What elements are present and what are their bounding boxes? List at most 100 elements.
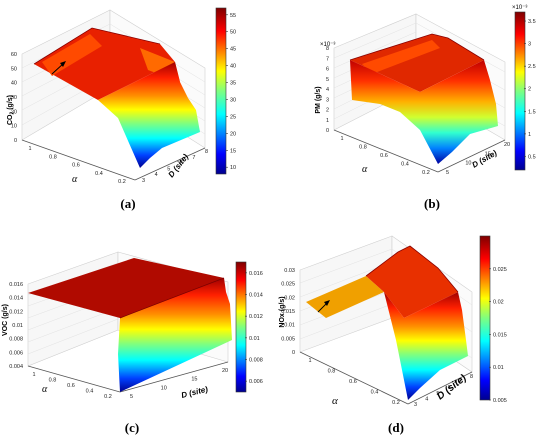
panel-b-colorbar-tick: 3.5 — [528, 19, 536, 25]
panel-a-z-label: CO2 (g/s) — [7, 95, 16, 125]
panel-a-alpha-label: α — [72, 174, 78, 185]
panel-d-d-tick: 8 — [470, 374, 473, 380]
panel-c-alpha-tick: 0.2 — [104, 394, 112, 400]
panel-a-z-tick: 10 — [11, 124, 17, 130]
panel-b-caption: (b) — [424, 196, 440, 211]
panel-b-alpha-tick: 1 — [340, 136, 343, 142]
panel-c-colorbar-tick: 0.01 — [249, 336, 260, 342]
panel-c-caption: (c) — [125, 420, 139, 435]
panel-c-z-tick: 0.012 — [9, 309, 23, 315]
panel-d-z-tick: 0.025 — [281, 282, 295, 288]
panel-c-surface-cliff — [118, 278, 232, 392]
panel-d-alpha-label: α — [332, 395, 338, 407]
panel-a-caption: (a) — [120, 196, 135, 211]
panel-d-d-label: D (site) — [435, 372, 469, 402]
panel-d-colorbar-tick: 0.01 — [493, 365, 504, 371]
panel-d-colorbar — [479, 235, 491, 401]
panel-d-d-tick: 6 — [448, 385, 451, 391]
panel-d-colorbar-tick: 0.015 — [493, 332, 507, 338]
panel-b-z-label: PM (g/s) — [315, 86, 322, 113]
panel-d-alpha-tick: 0.2 — [392, 400, 400, 406]
panel-b-d-axis — [437, 139, 506, 173]
panel-a-colorbar — [215, 7, 227, 175]
panel-b-colorbar-tick: 2.5 — [528, 64, 536, 70]
panel-c-d-tick: 10 — [161, 385, 167, 391]
panel-a-surface-plateau — [42, 34, 102, 76]
panel-a-colorbar-tick: 20 — [230, 131, 236, 137]
panel-a-d-tick: 5 — [167, 166, 170, 172]
panel-c-z-label: VOC (g/s) — [2, 304, 9, 336]
panel-d-d-tick: 3 — [414, 402, 417, 408]
panel-b-z-exponent: ×10⁻³ — [320, 42, 335, 48]
panel-b-colorbar-exponent: ×10⁻³ — [512, 5, 527, 11]
panel-a-alpha-axis — [21, 139, 136, 181]
panel-b-surface-cliff — [350, 60, 498, 164]
panel-d-z-tick: 0.03 — [284, 268, 295, 274]
panel-d-surface-top — [366, 246, 458, 318]
panel-b-d-tick: 20 — [504, 142, 510, 148]
panel-d-z-tick: 0.015 — [281, 309, 295, 315]
panel-c-d-label: D (site) — [180, 385, 209, 400]
panel-a-surface-top — [34, 28, 175, 100]
panel-b-z-tick: 2 — [326, 108, 329, 114]
panel-c-z-tick: 0.014 — [9, 296, 23, 302]
panel-c-colorbar-tick: 0.006 — [249, 379, 263, 385]
panel-a-alpha-tick: 0.6 — [72, 163, 80, 169]
panel-b-d-tick: 15 — [485, 151, 491, 157]
panel-a-d-tick: 7 — [192, 155, 195, 161]
panel-d-z-tick: 0 — [292, 350, 295, 356]
panel-b-colorbar-tick: 1.5 — [528, 109, 536, 115]
panel-a-alpha-tick: 1 — [28, 146, 31, 152]
panel-a-z-tick: 0 — [14, 138, 17, 144]
panel-b-z-tick: 5 — [326, 77, 329, 83]
panel-b-alpha-tick: 0.2 — [422, 170, 430, 176]
panel-b-alpha-tick: 0.4 — [401, 162, 409, 168]
panel-a-d-tick: 4 — [155, 172, 158, 178]
panel-a-d-tick: 8 — [205, 149, 208, 155]
panel-a-alpha-tick: 0.4 — [95, 171, 103, 177]
panel-c-alpha-label: α — [42, 384, 48, 395]
panel-a-colorbar-tick: 35 — [230, 81, 236, 87]
panel-b-colorbar-tick: 1 — [528, 132, 531, 138]
panel-c: 0.004 0.006 0.008 0.01 0.012 0.014 0.016 1 0.8 0.… — [2, 251, 263, 435]
panel-d-colorbar-tick: 0.005 — [493, 398, 507, 404]
panel-b-colorbar-tick: 3 — [528, 42, 531, 48]
panel-c-alpha-tick: 0.4 — [86, 389, 94, 395]
panel-d-d-axis — [407, 371, 473, 405]
panel-d-d-tick: 4 — [425, 396, 428, 402]
panel-a-d-axis — [134, 147, 206, 181]
panel-c-d-axis — [119, 361, 229, 393]
panel-a-colorbar-tick: 15 — [230, 148, 236, 154]
panel-c-d-tick: 20 — [222, 368, 228, 374]
panel-d-alpha-tick: 1 — [308, 358, 311, 364]
panel-a-z-tick: 20 — [11, 109, 17, 115]
panel-d-alpha-axis — [299, 351, 409, 405]
panel-b-colorbar — [514, 11, 526, 171]
panel-a-colorbar-tick: 10 — [230, 165, 236, 171]
panel-c-z-tick: 0.004 — [9, 364, 23, 370]
panel-c-colorbar-tick: 0.014 — [249, 293, 263, 299]
panel-b-z-tick: 4 — [326, 87, 329, 93]
panel-c-colorbar-tick: 0.012 — [249, 314, 263, 320]
panel-d-alpha-tick: 0.8 — [328, 369, 336, 375]
panel-a-alpha-tick: 0.8 — [49, 154, 57, 160]
panel-b-z-tick: 1 — [326, 118, 329, 124]
panel-c-z-tick: 0.016 — [9, 282, 23, 288]
panel-d-z-tick: 0.005 — [281, 336, 295, 342]
panel-b: 0 1 2 3 4 5 6 7 8 1 0.8 0.6 0.4 0.2 5 10 15 20 3.5 3 2.5 2 1.… — [315, 5, 536, 211]
panel-b-z-tick: 8 — [326, 46, 329, 52]
panel-a-colorbar-tick: 55 — [230, 13, 236, 19]
panel-b-d-tick: 5 — [446, 170, 449, 176]
panel-b-colorbar-tick: 2 — [528, 87, 531, 93]
panel-d-surface-cliff — [384, 292, 468, 400]
panel-d-z-tick: 0.02 — [284, 295, 295, 301]
panel-d-d-tick: 7 — [459, 380, 462, 386]
panel-c-colorbar — [235, 261, 247, 393]
panel-a-colorbar-tick: 25 — [230, 114, 236, 120]
panel-c-colorbar-tick: 0.008 — [249, 358, 263, 364]
panel-a-z-tick: 30 — [11, 95, 17, 101]
panel-d-caption: (d) — [388, 420, 404, 435]
panel-a-colorbar-tick: 40 — [230, 64, 236, 70]
panel-b-z-tick: 6 — [326, 67, 329, 73]
